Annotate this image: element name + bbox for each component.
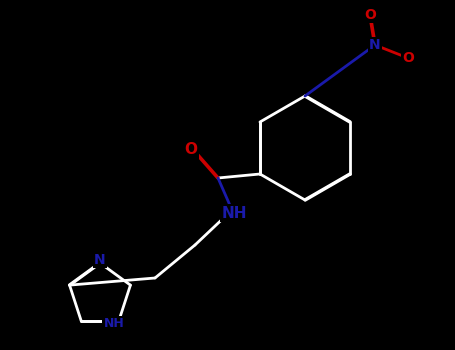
Text: O: O bbox=[402, 51, 414, 65]
Text: NH: NH bbox=[103, 317, 124, 330]
Text: N: N bbox=[94, 253, 106, 267]
Text: O: O bbox=[364, 8, 376, 22]
Text: N: N bbox=[369, 38, 381, 52]
Text: NH: NH bbox=[221, 205, 247, 220]
Text: O: O bbox=[184, 142, 197, 158]
